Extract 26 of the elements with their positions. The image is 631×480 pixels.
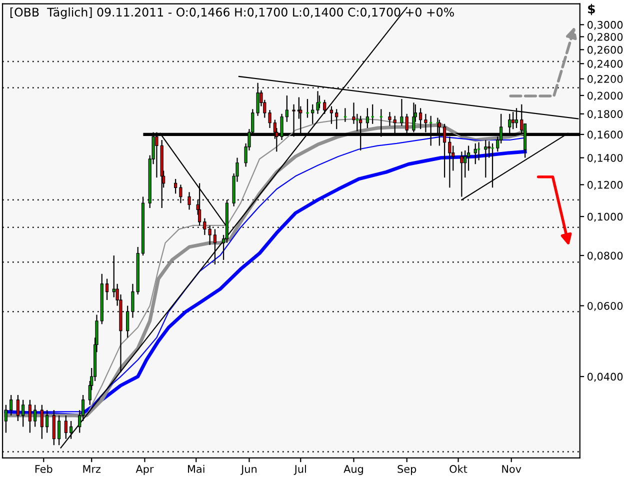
y-axis-title: $: [588, 4, 595, 16]
y-tick-label: 0,2400: [588, 60, 623, 69]
x-tick-label: Jun: [240, 465, 256, 475]
y-tick-label: 0,1000: [588, 212, 623, 222]
x-tick-label: Mrz: [83, 465, 101, 473]
x-tick-label: Jul: [294, 464, 306, 475]
y-tick-label: 0,2200: [588, 75, 623, 84]
y-tick-label: 0,0600: [588, 302, 623, 311]
x-tick-label: Mai: [188, 464, 204, 473]
y-tick-label: 0,1800: [588, 110, 623, 120]
y-tick-label: 0,1200: [588, 180, 623, 190]
x-tick-label: Nov: [502, 465, 522, 473]
y-tick-label: 0,0800: [588, 252, 623, 261]
y-tick-label: 0,2000: [588, 92, 623, 101]
y-tick-label: 0,2600: [588, 46, 623, 55]
y-tick-label: 0,1600: [588, 130, 623, 140]
y-tick-label: 0,3000: [588, 20, 623, 30]
x-tick-label: Apr: [136, 465, 154, 475]
y-tick-label: 0,0400: [588, 372, 623, 382]
chart-title: [OBB Täglich] 09.11.2011 - O:0,1466 H:0,1700 L:0,1400 C:0,1700 +0 +0%: [10, 7, 454, 19]
y-tick-label: 0,2800: [588, 32, 623, 42]
x-tick-label: Aug: [344, 465, 363, 475]
x-tick-label: Okt: [450, 464, 468, 473]
x-tick-label: Feb: [35, 464, 52, 473]
y-tick-label: 0,1400: [588, 154, 623, 163]
x-tick-label: Sep: [398, 465, 416, 475]
